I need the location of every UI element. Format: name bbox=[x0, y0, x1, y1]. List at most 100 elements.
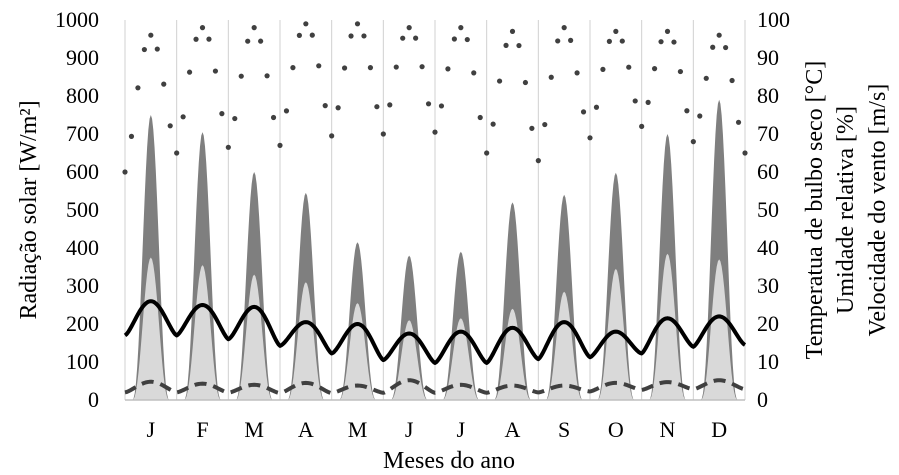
humidity-dot bbox=[193, 36, 199, 42]
humidity-dot bbox=[445, 66, 451, 72]
humidity-dot bbox=[561, 25, 567, 31]
humidity-dot bbox=[161, 81, 167, 87]
radiation-area bbox=[442, 318, 480, 400]
humidity-dot bbox=[348, 33, 354, 39]
humidity-dot bbox=[477, 114, 483, 121]
humidity-dot bbox=[135, 85, 141, 91]
humidity-dot bbox=[167, 123, 173, 129]
humidity-dot bbox=[380, 131, 386, 137]
x-tick-label: O bbox=[608, 417, 624, 442]
gridlines bbox=[124, 20, 746, 400]
y-left-tick-label: 1000 bbox=[55, 7, 99, 32]
humidity-dot bbox=[529, 125, 535, 131]
x-tick-label: N bbox=[660, 417, 676, 442]
humidity-dot bbox=[309, 32, 315, 38]
radiation-area bbox=[648, 253, 687, 400]
humidity-dot bbox=[716, 32, 722, 38]
humidity-dot bbox=[555, 38, 561, 44]
humidity-dot bbox=[735, 119, 742, 125]
humidity-dot bbox=[419, 64, 425, 70]
y-right-tick-label: 60 bbox=[757, 159, 779, 184]
humidity-dot bbox=[703, 75, 709, 81]
y-left-tick-labels: 0 100 200 300 400 500 600 700 800 900 1000 bbox=[55, 7, 99, 412]
x-tick-label: A bbox=[298, 417, 314, 442]
humidity-dot bbox=[464, 36, 470, 43]
humidity-dot bbox=[290, 65, 296, 71]
humidity-dot bbox=[632, 98, 638, 104]
humidity-dot bbox=[367, 65, 374, 71]
humidity-dot bbox=[387, 102, 393, 108]
humidity-dot bbox=[270, 114, 277, 121]
radiation-area bbox=[597, 268, 635, 400]
humidity-dot bbox=[199, 25, 206, 31]
y-left-tick-label: 700 bbox=[66, 121, 99, 146]
humidity-dot bbox=[606, 38, 612, 44]
humidity-dot bbox=[186, 69, 193, 75]
humidity-dot bbox=[645, 99, 651, 105]
y-left-tick-label: 400 bbox=[66, 235, 99, 260]
humidity-dot bbox=[341, 65, 348, 71]
y-left-tick-label: 200 bbox=[66, 311, 99, 336]
humidity-dot bbox=[542, 121, 548, 128]
humidity-dot bbox=[496, 78, 503, 84]
y-left-tick-label: 500 bbox=[66, 197, 99, 222]
wind-speed-line bbox=[124, 378, 746, 396]
x-tick-label: J bbox=[457, 417, 466, 442]
radiation-area bbox=[545, 291, 583, 400]
humidity-dot bbox=[574, 70, 580, 76]
y-right-axis-title-temperature: Temperatua de bulbo seco [°C] bbox=[802, 61, 828, 359]
y-right-tick-label: 20 bbox=[757, 311, 779, 336]
humidity-dot bbox=[206, 36, 212, 42]
humidity-dot bbox=[593, 104, 600, 110]
y-right-tick-label: 40 bbox=[757, 235, 779, 260]
y-left-tick-label: 100 bbox=[66, 349, 99, 374]
y-left-tick-label: 0 bbox=[88, 387, 99, 412]
x-tick-label: J bbox=[147, 417, 156, 442]
radiation-area bbox=[287, 282, 325, 400]
humidity-dot bbox=[258, 38, 264, 44]
temperature-line bbox=[123, 299, 747, 365]
humidity-dot bbox=[400, 35, 406, 41]
humidity-dot bbox=[438, 103, 445, 109]
humidity-dot bbox=[374, 104, 380, 110]
humidity-dot bbox=[626, 64, 632, 70]
radiation-area bbox=[235, 274, 273, 400]
humidity-dot bbox=[225, 144, 231, 150]
y-right-tick-label: 30 bbox=[757, 273, 779, 298]
humidity-dot bbox=[684, 108, 690, 114]
humidity-dot bbox=[742, 150, 748, 156]
humidity-dot bbox=[658, 39, 664, 45]
radiation-area bbox=[493, 308, 532, 400]
humidity-dot bbox=[677, 68, 684, 75]
humidity-dot bbox=[484, 150, 490, 156]
humidity-dot bbox=[458, 25, 464, 31]
x-tick-label: M bbox=[244, 417, 264, 442]
humidity-dot bbox=[509, 28, 516, 34]
humidity-dot bbox=[619, 38, 625, 44]
radiation-area bbox=[338, 303, 377, 400]
humidity-dot bbox=[535, 158, 541, 164]
humidity-dot bbox=[393, 64, 399, 70]
y-right-tick-label: 50 bbox=[757, 197, 779, 222]
humidity-dot bbox=[148, 32, 154, 38]
humidity-dot bbox=[516, 42, 522, 49]
y-right-tick-label: 80 bbox=[757, 83, 779, 108]
humidity-dot bbox=[277, 142, 283, 148]
humidity-dot bbox=[503, 42, 509, 48]
radiation-area bbox=[700, 259, 738, 400]
humidity-dot bbox=[354, 21, 361, 27]
climate-lines bbox=[122, 21, 748, 396]
humidity-dot bbox=[296, 32, 302, 38]
humidity-dot bbox=[283, 108, 290, 114]
radiation-area bbox=[132, 115, 170, 400]
humidity-dot bbox=[406, 25, 412, 31]
y-left-tick-label: 300 bbox=[66, 273, 99, 298]
y-left-tick-label: 800 bbox=[66, 83, 99, 108]
humidity-dot bbox=[245, 38, 251, 44]
humidity-dot bbox=[128, 133, 135, 139]
humidity-dot bbox=[568, 37, 574, 43]
humidity-dot bbox=[471, 70, 477, 76]
humidity-dot bbox=[432, 129, 438, 135]
radiation-area bbox=[390, 320, 428, 400]
